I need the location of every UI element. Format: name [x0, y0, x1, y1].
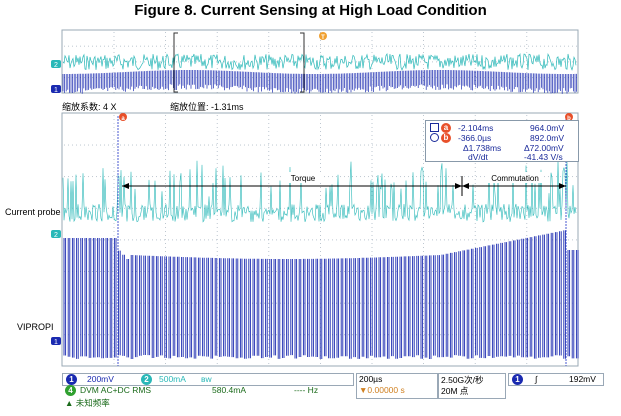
cursor-b-chip: b	[441, 133, 451, 143]
readout-row-a: a -2.104ms 964.0mV	[426, 123, 578, 133]
cursor-b-value: 892.0mV	[530, 133, 565, 143]
cursor-a-chip: a	[441, 123, 451, 133]
acquisition-box[interactable]: 2.50G次/秒 20M 点	[438, 373, 506, 399]
delta-value: Δ72.00mV	[524, 143, 564, 153]
zoom-factor-label: 缩放系数: 4 X	[62, 102, 117, 112]
dvm-readout: 4 DVM AC+DC RMS 580.4mA ---- Hz	[62, 385, 352, 396]
slope-label: dV/dt	[468, 152, 488, 162]
svg-text:2: 2	[54, 232, 58, 239]
svg-text:Torque: Torque	[291, 174, 316, 183]
cursor-a-value: 964.0mV	[530, 123, 565, 133]
ch2-scale: 500mA	[159, 374, 186, 384]
overview-ch2-trace	[62, 52, 577, 71]
trigger-box[interactable]: 1 ∫ 192mV	[508, 373, 604, 386]
timebase-value: 200µs	[359, 374, 383, 384]
cursor-a-time: -2.104ms	[458, 123, 494, 133]
main-ch1-marker: 1	[51, 337, 61, 346]
svg-text:2: 2	[54, 62, 58, 69]
zoom-window-bracket	[173, 32, 305, 93]
ch1-scale: 200mV	[87, 374, 114, 384]
svg-text:b: b	[567, 116, 571, 122]
timebase-box[interactable]: 200µs ▼0.00000 s	[356, 373, 438, 399]
overview-ch1-trace	[62, 70, 577, 94]
svg-text:a: a	[121, 116, 125, 122]
delta-time: Δ1.738ms	[463, 143, 502, 153]
main-ch2-marker: 2	[51, 230, 61, 239]
record-length: 20M 点	[441, 386, 469, 396]
dvm-value: 580.4mA	[212, 385, 247, 395]
svg-text:Commutation: Commutation	[491, 174, 539, 183]
ch2-badge: 2	[141, 374, 152, 385]
main-ch2-trace	[62, 159, 577, 223]
svg-text:1: 1	[54, 87, 58, 94]
dvm-frequency: ---- Hz	[294, 385, 319, 395]
current-probe-label: Current probe	[5, 207, 61, 217]
trigger-source-badge: 1	[512, 374, 523, 385]
cursor-b-time: -366.0µs	[458, 133, 492, 143]
dvm-frequency-note: ▲ 未知频率	[65, 398, 110, 408]
overview-ch1-marker: 1	[51, 85, 61, 94]
trigger-offset: ▼0.00000 s	[359, 385, 405, 395]
circle-icon	[430, 133, 439, 142]
trigger-marker: T	[319, 32, 327, 41]
svg-text:1: 1	[54, 339, 58, 346]
trigger-slope-icon: ∫	[535, 374, 538, 384]
zoom-position-label: 缩放位置: -1.31ms	[170, 102, 244, 112]
cursor-a-handle[interactable]: a	[119, 113, 127, 122]
readout-row-b: b -366.0µs 892.0mV	[426, 133, 578, 143]
readout-row-slope: dV/dt -41.43 V/s	[426, 152, 578, 162]
status-bar: 1 200mV 2 500mA ʙw 4 DVM AC+DC RMS 580.4…	[62, 370, 604, 416]
dvm-badge: 4	[65, 385, 76, 396]
vipropi-label: VIPROPI	[17, 322, 54, 332]
cursor-b-handle[interactable]: b	[565, 113, 573, 122]
overview-grid	[64, 32, 577, 93]
main-ch1-trace	[63, 230, 579, 359]
trigger-level: 192mV	[569, 374, 596, 384]
cursor-readout-panel: a -2.104ms 964.0mV b -366.0µs 892.0mV Δ1…	[425, 120, 579, 162]
square-icon	[430, 123, 439, 132]
ch1-settings[interactable]: 1 200mV 2 500mA ʙw	[62, 373, 354, 386]
ch1-badge: 1	[66, 374, 77, 385]
dvm-label: DVM AC+DC RMS	[80, 385, 152, 395]
slope-value: -41.43 V/s	[524, 152, 563, 162]
overview-ch2-marker: 2	[51, 60, 61, 69]
readout-row-delta: Δ1.738ms Δ72.00mV	[426, 143, 578, 153]
figure-title: Figure 8. Current Sensing at High Load C…	[134, 2, 487, 19]
ch2-bandwidth-icon: ʙw	[201, 374, 212, 384]
sample-rate: 2.50G次/秒	[441, 375, 484, 385]
commutation-annotation: Commutation	[462, 172, 566, 189]
svg-text:T: T	[321, 35, 325, 41]
